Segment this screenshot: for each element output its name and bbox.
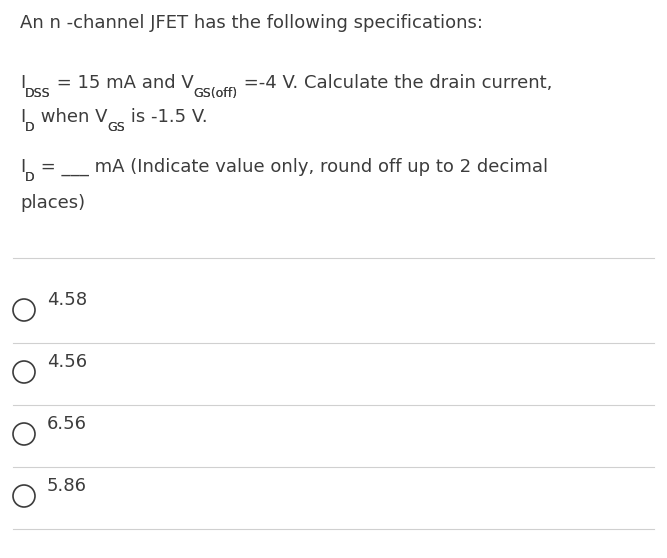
Text: places): places) (20, 194, 85, 212)
Text: = ___ mA (Indicate value only, round off up to 2 decimal: = ___ mA (Indicate value only, round off… (35, 158, 548, 176)
Text: D: D (25, 121, 35, 134)
Text: when V: when V (35, 108, 107, 126)
Text: D: D (25, 171, 35, 184)
Text: DSS: DSS (25, 87, 51, 100)
Text: GS(off): GS(off) (193, 87, 237, 100)
Text: = 15 mA and V: = 15 mA and V (51, 74, 193, 92)
Text: 5.86: 5.86 (47, 477, 87, 495)
Text: 6.56: 6.56 (47, 415, 87, 433)
Text: I: I (20, 158, 25, 176)
Text: I: I (20, 108, 25, 126)
Text: 4.56: 4.56 (47, 353, 87, 371)
Text: GS(off): GS(off) (193, 87, 237, 100)
Text: I: I (20, 74, 25, 92)
Text: is -1.5 V.: is -1.5 V. (125, 108, 207, 126)
Text: GS: GS (107, 121, 125, 134)
Text: GS: GS (107, 121, 125, 134)
Text: An n -channel JFET has the following specifications:: An n -channel JFET has the following spe… (20, 14, 483, 32)
Text: =-4 V. Calculate the drain current,: =-4 V. Calculate the drain current, (237, 74, 552, 92)
Text: 4.58: 4.58 (47, 291, 87, 309)
Text: DSS: DSS (25, 87, 51, 100)
Text: D: D (25, 121, 35, 134)
Text: D: D (25, 171, 35, 184)
